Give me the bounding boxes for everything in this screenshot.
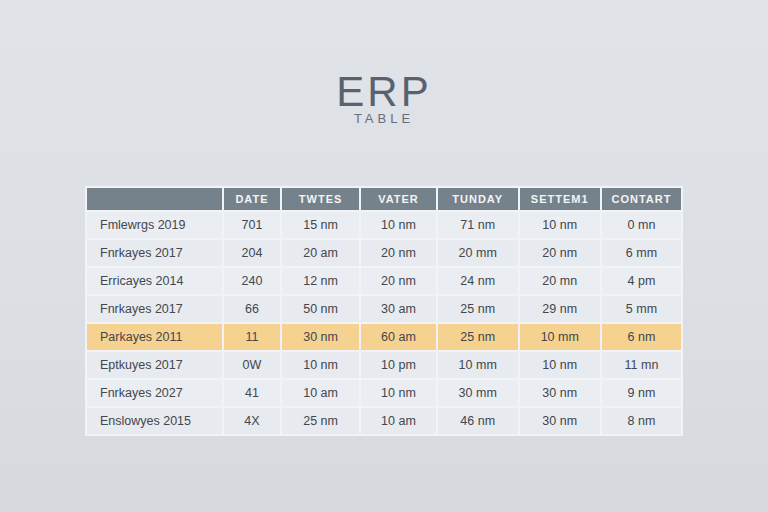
page: ERP TABLE DATETWTESVATERTUNDAYSETTEM1CON…: [0, 0, 768, 512]
table-cell: 5 mm: [602, 296, 681, 322]
table-row[interactable]: Fnrkayes 20274110 am10 nm30 mm30 nm9 nm: [87, 380, 681, 406]
table-cell: 50 nm: [282, 296, 359, 322]
table-cell: 10 mm: [520, 324, 600, 350]
table-cell: 41: [224, 380, 280, 406]
page-title: ERP: [0, 68, 768, 116]
table-cell: 11 mn: [602, 352, 681, 378]
table-cell: 4X: [224, 408, 280, 434]
table-cell: 25 nm: [438, 324, 518, 350]
row-label: Fmlewrgs 2019: [87, 212, 222, 238]
table-cell: 10 am: [361, 408, 436, 434]
table-cell: 204: [224, 240, 280, 266]
table-cell: 30 am: [361, 296, 436, 322]
table-cell: 10 pm: [361, 352, 436, 378]
row-label: Eptkuyes 2017: [87, 352, 222, 378]
table-cell: 240: [224, 268, 280, 294]
row-label: Fnrkayes 2017: [87, 296, 222, 322]
table-row[interactable]: Fmlewrgs 201970115 nm10 nm71 nm10 nm0 mn: [87, 212, 681, 238]
table-cell: 25 nm: [438, 296, 518, 322]
table-cell: 9 nm: [602, 380, 681, 406]
column-header-date: DATE: [224, 188, 280, 210]
table-row[interactable]: Fnrkayes 201720420 am20 nm20 mm20 nm6 mm: [87, 240, 681, 266]
table-cell: 20 am: [282, 240, 359, 266]
corner-header-cell: [87, 188, 222, 210]
table-row[interactable]: Enslowyes 20154X25 nm10 am46 nm30 nm8 nm: [87, 408, 681, 434]
table-cell: 30 nm: [520, 380, 600, 406]
table-cell: 8 nm: [602, 408, 681, 434]
column-header-contart: CONTART: [602, 188, 681, 210]
column-header-tunday: TUNDAY: [438, 188, 518, 210]
table-cell: 30 nm: [282, 324, 359, 350]
table-cell: 0 mn: [602, 212, 681, 238]
table-cell: 20 mm: [438, 240, 518, 266]
table-cell: 20 mn: [520, 268, 600, 294]
table-cell: 11: [224, 324, 280, 350]
table-cell: 24 nm: [438, 268, 518, 294]
page-subtitle: TABLE: [0, 111, 768, 126]
row-label: Erricayes 2014: [87, 268, 222, 294]
column-header-vater: VATER: [361, 188, 436, 210]
table-cell: 12 nm: [282, 268, 359, 294]
table-cell: 10 nm: [520, 352, 600, 378]
table-cell: 66: [224, 296, 280, 322]
table-cell: 10 nm: [520, 212, 600, 238]
column-header-twtes: TWTES: [282, 188, 359, 210]
table-row[interactable]: Eptkuyes 20170W10 nm10 pm10 mm10 nm11 mn: [87, 352, 681, 378]
row-label: Fnrkayes 2017: [87, 240, 222, 266]
table-cell: 20 nm: [361, 268, 436, 294]
table-cell: 4 pm: [602, 268, 681, 294]
table-cell: 71 nm: [438, 212, 518, 238]
table-row[interactable]: Parkayes 20111130 nm60 am25 nm10 mm6 nm: [87, 324, 681, 350]
table-cell: 25 nm: [282, 408, 359, 434]
table-cell: 6 mm: [602, 240, 681, 266]
table-cell: 701: [224, 212, 280, 238]
table-cell: 46 nm: [438, 408, 518, 434]
table-cell: 15 nm: [282, 212, 359, 238]
table-cell: 10 mm: [438, 352, 518, 378]
table-cell: 30 mm: [438, 380, 518, 406]
table-row[interactable]: Erricayes 201424012 nm20 nm24 nm20 mn4 p…: [87, 268, 681, 294]
table-cell: 29 nm: [520, 296, 600, 322]
table-cell: 30 nm: [520, 408, 600, 434]
table-cell: 20 nm: [361, 240, 436, 266]
column-header-settem1: SETTEM1: [520, 188, 600, 210]
table-row[interactable]: Fnrkayes 20176650 nm30 am25 nm29 nm5 mm: [87, 296, 681, 322]
table-cell: 10 nm: [361, 380, 436, 406]
table-cell: 6 nm: [602, 324, 681, 350]
row-label: Fnrkayes 2027: [87, 380, 222, 406]
table-cell: 10 nm: [361, 212, 436, 238]
table-cell: 10 nm: [282, 352, 359, 378]
table-cell: 0W: [224, 352, 280, 378]
row-label: Enslowyes 2015: [87, 408, 222, 434]
table-header-row: DATETWTESVATERTUNDAYSETTEM1CONTART: [87, 188, 681, 210]
table-body: Fmlewrgs 201970115 nm10 nm71 nm10 nm0 mn…: [87, 212, 681, 434]
table-cell: 10 am: [282, 380, 359, 406]
erp-table: DATETWTESVATERTUNDAYSETTEM1CONTART Fmlew…: [85, 186, 683, 436]
table-cell: 20 nm: [520, 240, 600, 266]
row-label: Parkayes 2011: [87, 324, 222, 350]
table-cell: 60 am: [361, 324, 436, 350]
